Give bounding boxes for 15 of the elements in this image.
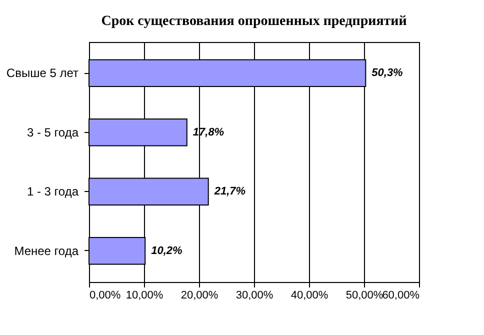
data-label: 50,3%	[372, 67, 404, 80]
y-tick-label: 3 - 5 года	[26, 125, 79, 140]
chart-title: Срок существования опрошенных предприятий	[101, 14, 407, 29]
data-label: 21,7%	[213, 186, 246, 198]
y-tick-label: 1 - 3 года	[26, 184, 79, 199]
x-tick-label: 20,00%	[180, 290, 218, 302]
data-label: 10,2%	[151, 244, 183, 257]
x-tick-label: 10,00%	[126, 290, 164, 302]
x-tick-label: 0,00%	[90, 290, 121, 302]
x-tick-label: 30,00%	[236, 290, 274, 302]
x-tick-label: 60,00%	[382, 290, 420, 302]
x-tick-label: 50,00%	[346, 290, 384, 302]
y-tick-label: Свыше 5 лет	[6, 66, 79, 80]
y-tick-label: Менее года	[14, 244, 79, 258]
x-tick-label: 40,00%	[290, 290, 328, 302]
